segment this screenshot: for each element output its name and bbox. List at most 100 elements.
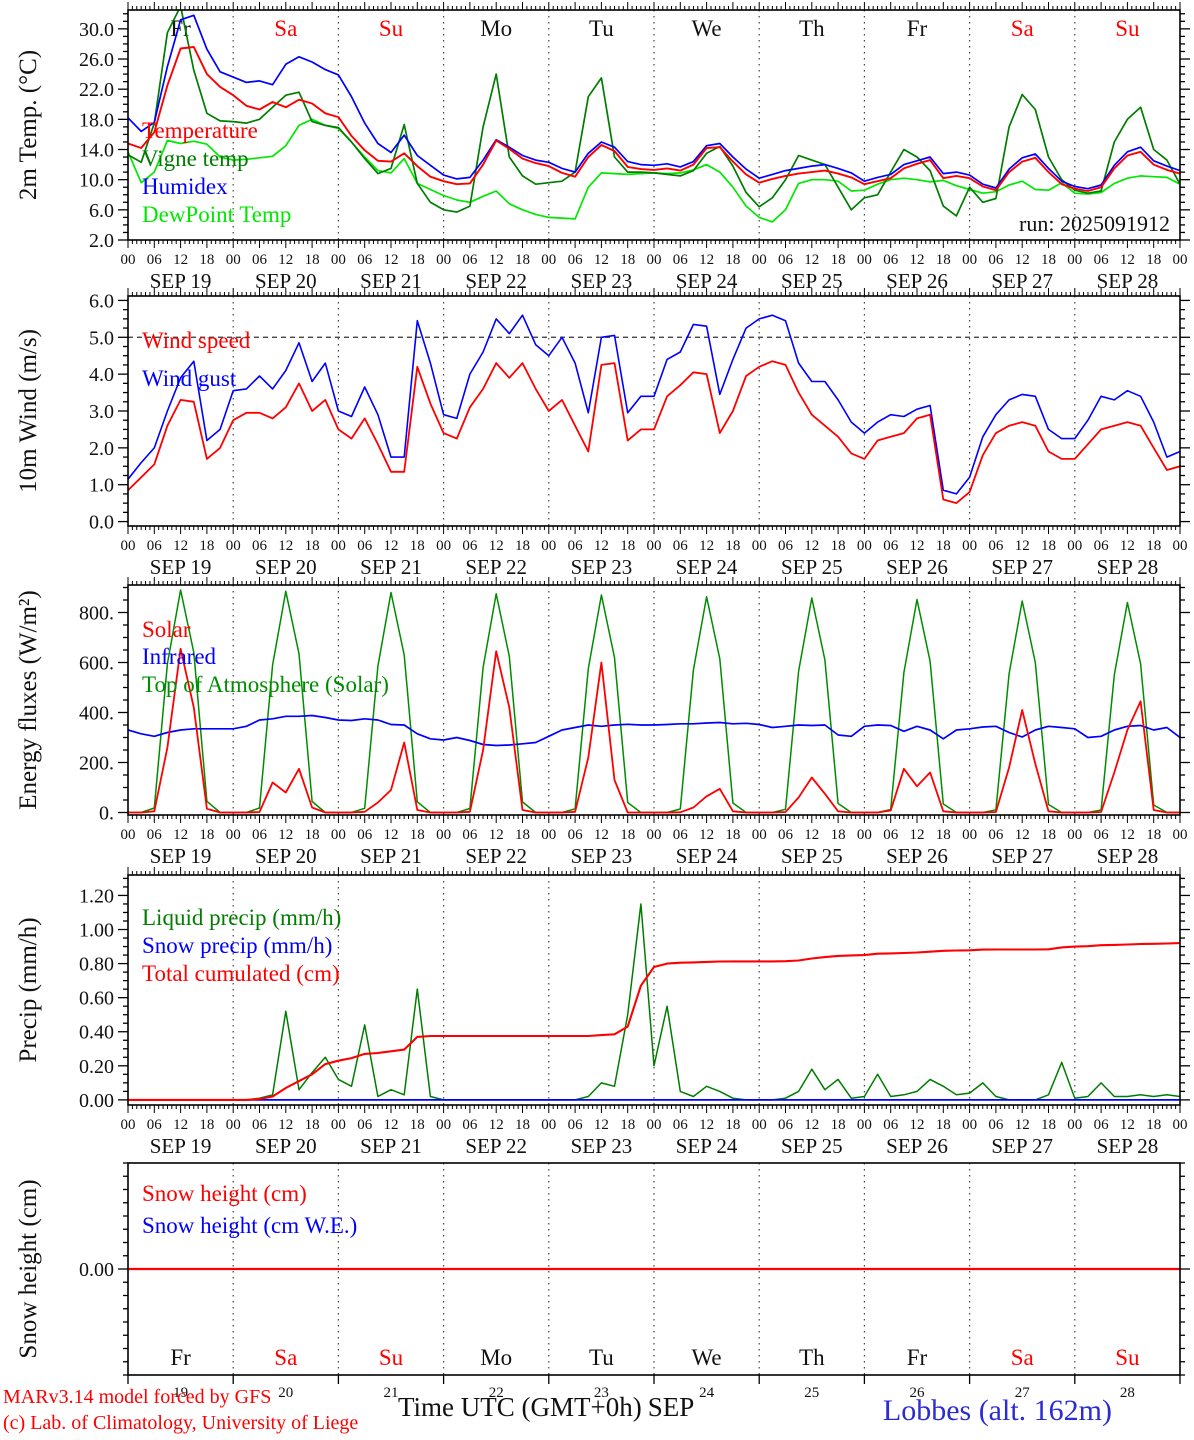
hour-label: 12	[1120, 827, 1135, 843]
time-utc-label: Time UTC (GMT+0h)	[398, 1392, 642, 1422]
hour-label: 12	[699, 252, 714, 268]
hour-label: 18	[620, 1117, 635, 1133]
hour-label: 12	[1015, 827, 1030, 843]
station-location-label: Lobbes (alt. 162m)	[882, 1394, 1112, 1427]
day-name-label: Sa	[1011, 1345, 1034, 1370]
day-name-label: Th	[799, 1345, 825, 1370]
y-tick-label: 6.0	[89, 290, 114, 312]
date-label: SEP 23	[571, 844, 633, 868]
panel-10m-wind-m-s: 0.0 1.0 2.0 3.0 4.0 5.0 6.0 00 06 12 18 00 06 12 18 00 0…	[15, 288, 1190, 579]
hour-label: 00	[541, 1117, 556, 1133]
panel-2m-temp-c: 2.0 6.0 10.0 14.0 18.0 22.0 26.0 30.0 00 06 12 18 00…	[15, 2, 1190, 293]
hour-label: 06	[1094, 827, 1110, 843]
hour-label: 06	[673, 538, 689, 554]
hour-label: 00	[962, 538, 977, 554]
date-label: SEP 20	[255, 1134, 317, 1158]
hour-label: 18	[410, 252, 425, 268]
hour-label: 12	[910, 1117, 925, 1133]
hour-label: 12	[594, 1117, 609, 1133]
hour-label: 00	[541, 252, 556, 268]
y-tick-label: 600.	[79, 653, 114, 675]
hour-label: 12	[173, 538, 188, 554]
legend-dewpoint-temp: DewPoint Temp	[142, 202, 291, 227]
hour-label: 12	[804, 1117, 819, 1133]
date-label: SEP 21	[360, 1134, 422, 1158]
hour-label: 18	[725, 827, 740, 843]
hour-label: 00	[647, 538, 662, 554]
date-label: SEP 20	[255, 844, 317, 868]
day-name-label: Fr	[170, 1345, 191, 1370]
hour-label: 18	[936, 1117, 951, 1133]
hour-label: 06	[462, 1117, 478, 1133]
date-label: SEP 19	[150, 1134, 212, 1158]
hour-label: 06	[1094, 1117, 1110, 1133]
hour-label: 00	[1067, 538, 1082, 554]
date-label: SEP 28	[1097, 555, 1159, 579]
hour-label: 00	[1067, 1117, 1082, 1133]
y-tick-label: 14.0	[79, 140, 114, 162]
hour-label: 06	[988, 252, 1004, 268]
hour-label: 18	[831, 1117, 846, 1133]
date-label: SEP 28	[1097, 844, 1159, 868]
hour-label: 06	[778, 1117, 794, 1133]
panel-energy-fluxes-w-m: 0. 200. 400. 600. 800. 00 06 12 18 00 06 12 18 00 06 12…	[15, 577, 1190, 868]
hour-label: 12	[804, 252, 819, 268]
day-name-label: We	[692, 1345, 722, 1370]
legend-snow-height-cm-w-e: Snow height (cm W.E.)	[142, 1213, 357, 1238]
hour-label: 18	[1146, 252, 1161, 268]
hour-label: 00	[121, 827, 136, 843]
legend-liquid-precip-mm-h: Liquid precip (mm/h)	[142, 905, 341, 930]
panel-precip-mm-h: 0.00 0.20 0.40 0.60 0.80 1.00 1.20 00 06 12 18 00 06…	[15, 867, 1190, 1158]
y-tick-label: 800.	[79, 603, 114, 625]
date-label: SEP 24	[676, 555, 738, 579]
hour-label: 18	[199, 252, 214, 268]
y-tick-label: 6.0	[89, 200, 114, 222]
legend-total-cumulated-cm: Total cumulated (cm)	[142, 961, 340, 986]
month-label: SEP	[647, 1392, 695, 1422]
hour-label: 12	[699, 538, 714, 554]
date-label: SEP 19	[150, 844, 212, 868]
legend-temperature: Temperature	[142, 118, 258, 143]
vigne-temp-series	[128, 10, 1180, 217]
day-number-label: 24	[699, 1385, 715, 1401]
hour-label: 00	[436, 252, 451, 268]
y-tick-label: 2.0	[89, 230, 114, 252]
hour-label: 00	[752, 252, 767, 268]
hour-label: 18	[199, 827, 214, 843]
hour-label: 12	[1120, 1117, 1135, 1133]
hour-label: 06	[147, 252, 163, 268]
y-tick-label: 5.0	[89, 327, 114, 349]
hour-label: 00	[647, 1117, 662, 1133]
hour-label: 06	[778, 252, 794, 268]
hour-label: 18	[936, 252, 951, 268]
date-label: SEP 26	[886, 555, 948, 579]
legend-snow-precip-mm-h: Snow precip (mm/h)	[142, 933, 332, 958]
hour-label: 00	[121, 252, 136, 268]
hour-label: 12	[489, 827, 504, 843]
hour-label: 00	[962, 827, 977, 843]
y-tick-label: 0.00	[79, 1259, 114, 1281]
panel-frame	[127, 295, 1181, 527]
day-name-label: Su	[379, 16, 404, 41]
hour-label: 00	[541, 827, 556, 843]
hour-label: 06	[988, 827, 1004, 843]
date-label: SEP 25	[781, 844, 843, 868]
hour-label: 18	[725, 252, 740, 268]
day-number-label: 19	[173, 1385, 188, 1401]
hour-label: 00	[331, 827, 346, 843]
hour-label: 18	[199, 1117, 214, 1133]
date-label: SEP 27	[991, 1134, 1053, 1158]
hour-label: 06	[462, 538, 478, 554]
legend-solar: Solar	[142, 617, 191, 642]
hour-label: 00	[436, 538, 451, 554]
hour-label: 12	[173, 827, 188, 843]
hour-label: 06	[568, 1117, 584, 1133]
date-label: SEP 22	[465, 1134, 527, 1158]
hour-label: 00	[226, 827, 241, 843]
y-tick-label: 2.0	[89, 438, 114, 460]
hour-label: 12	[384, 1117, 399, 1133]
hour-label: 06	[252, 1117, 268, 1133]
hour-label: 18	[831, 252, 846, 268]
date-label: SEP 23	[571, 555, 633, 579]
hour-label: 00	[331, 1117, 346, 1133]
